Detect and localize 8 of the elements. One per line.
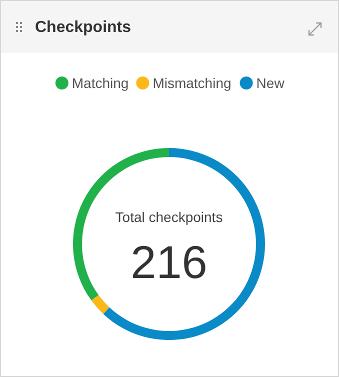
text: 216 [130,236,208,288]
legend-label: Matching [72,75,129,91]
donut-slice [91,295,110,314]
legend-label: New [256,75,286,91]
text: Total checkpoints [115,209,223,225]
donut-slice [103,148,265,340]
chart-title: Checkpoints [35,19,132,36]
legend-label: Mismatching [152,75,232,91]
